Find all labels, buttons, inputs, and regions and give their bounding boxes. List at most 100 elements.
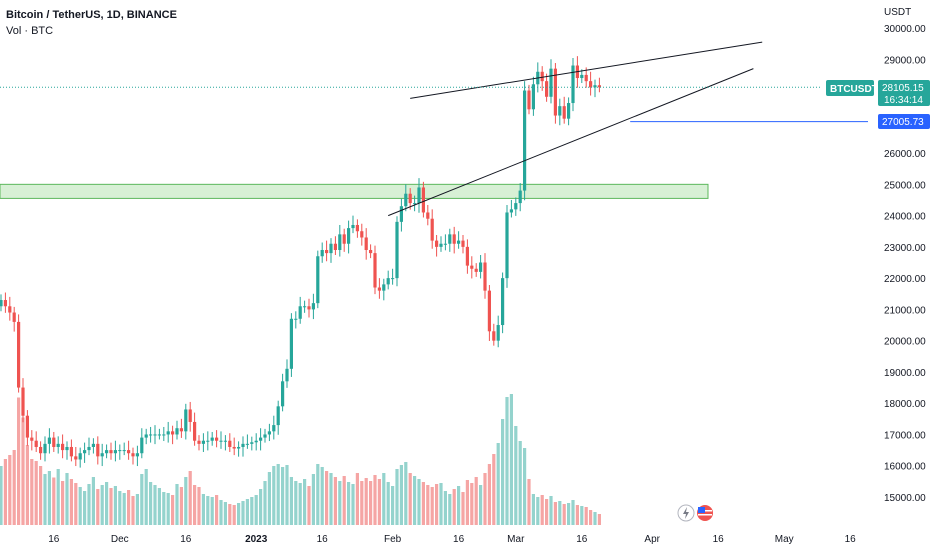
candle-body (342, 234, 346, 244)
candle-body (408, 193, 412, 204)
volume-bar (245, 499, 249, 525)
volume-bar (175, 484, 179, 525)
candle-body (413, 203, 417, 205)
candle-body (171, 431, 175, 435)
candle-body (153, 434, 157, 436)
candle-body (421, 187, 425, 213)
volume-bar (109, 488, 113, 525)
volume-bar (188, 471, 192, 525)
volume-bar (8, 455, 12, 525)
volume-bar (474, 477, 478, 525)
volume-bar (184, 477, 188, 525)
candle-body (395, 221, 399, 279)
volume-bar (377, 479, 381, 525)
volume-bar (17, 397, 21, 525)
volume-bar (448, 494, 452, 525)
volume-bar (118, 491, 122, 525)
volume-bar (329, 473, 333, 525)
candle-body (355, 224, 359, 232)
volume-bar (294, 481, 298, 525)
volume-bar (325, 471, 329, 525)
candle-body (580, 74, 584, 79)
candle-body (215, 437, 219, 441)
volume-bar (193, 485, 197, 525)
candle-body (250, 442, 254, 444)
candle-body (567, 103, 571, 119)
volume-bar (113, 486, 117, 525)
volume-bar (166, 493, 170, 525)
candle-body (65, 446, 69, 451)
candle-body (219, 440, 223, 442)
candle-body (289, 318, 293, 369)
candle-body (448, 234, 452, 244)
candle-body (558, 106, 562, 116)
volume-bar (492, 454, 496, 525)
volume-bar (593, 512, 597, 525)
volume-bar (545, 499, 549, 525)
volume-bar (562, 504, 566, 525)
volume-bar (69, 479, 73, 525)
volume-bar (215, 495, 219, 525)
lower-trendline (388, 68, 754, 217)
lightning-icon[interactable] (677, 504, 695, 522)
candle-body (21, 387, 25, 416)
volume-bar (254, 495, 258, 525)
candle-body (391, 278, 395, 280)
candle-body (483, 262, 487, 291)
volume-bar (514, 426, 518, 525)
volume-bar (237, 503, 241, 525)
y-tick-label: 19000.00 (884, 368, 926, 379)
candle-body (386, 278, 390, 285)
x-tick-label: 16 (713, 534, 725, 545)
volume-bar (25, 445, 29, 525)
candle-body (201, 440, 205, 444)
x-tick-label: 16 (317, 534, 329, 545)
volume-legend: Vol · BTC (6, 25, 54, 37)
candle-body (52, 437, 56, 447)
candle-body (43, 443, 47, 454)
x-tick-label: Dec (111, 534, 129, 545)
candle-body (78, 453, 82, 460)
volume-bar (201, 494, 205, 525)
candle-body (105, 450, 109, 454)
volume-bar (360, 481, 364, 525)
x-tick-label: 16 (453, 534, 465, 545)
volume-bar (320, 467, 324, 525)
candle-body (439, 243, 443, 247)
candle-body (206, 440, 210, 442)
volume-bar (567, 503, 571, 525)
candle-body (162, 434, 166, 436)
y-tick-label: 22000.00 (884, 274, 926, 285)
candle-body (166, 431, 170, 435)
volume-bar (149, 482, 153, 525)
candle-body (479, 262, 483, 272)
x-tick-label: 16 (576, 534, 588, 545)
y-axis-unit: USDT (884, 7, 912, 18)
volume-bar (61, 481, 65, 525)
candle-body (571, 65, 575, 104)
volume-bar (78, 487, 82, 525)
volume-bar (3, 459, 7, 525)
candle-body (338, 234, 342, 250)
volume-bar (501, 419, 505, 525)
candle-body (285, 368, 289, 382)
volume-bar (351, 484, 355, 525)
volume-bar (421, 482, 425, 525)
candle-body (452, 234, 456, 244)
volume-bar (571, 500, 575, 525)
volume-bar (338, 481, 342, 525)
volume-bar (223, 502, 227, 525)
candle-body (430, 218, 434, 241)
volume-bar (91, 477, 95, 525)
volume-bar (597, 514, 601, 525)
volume-bar (483, 473, 487, 525)
candle-body (417, 187, 421, 204)
candle-body (267, 431, 271, 435)
us-flag-icon[interactable] (697, 505, 713, 521)
candle-body (404, 193, 408, 207)
candle-body (593, 85, 597, 88)
volume-bar (232, 505, 236, 525)
volume-bar (250, 497, 254, 525)
candle-body (197, 440, 201, 444)
